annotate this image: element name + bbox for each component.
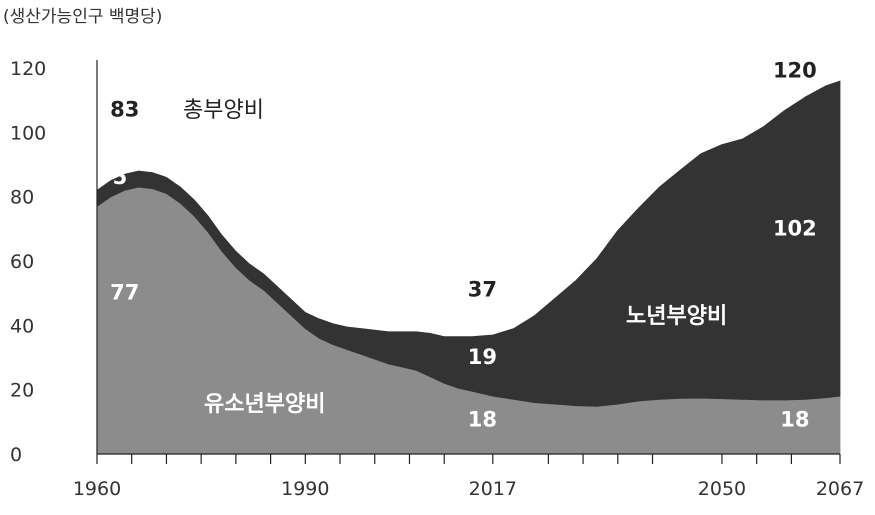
y-tick-label: 120 xyxy=(10,58,46,80)
y-axis: 0 20 40 60 80 100 120 xyxy=(10,58,98,466)
y-tick-label: 20 xyxy=(10,380,34,402)
area-series-1 xyxy=(96,80,841,407)
x-tick-label: 2050 xyxy=(698,478,746,500)
total-label: 총부양비 xyxy=(183,98,264,123)
youth-label: 유소년부양비 xyxy=(204,392,325,417)
data-label: 120 xyxy=(773,59,817,83)
unit-label: (생산가능인구 백명당) xyxy=(3,7,162,27)
data-label: 83 xyxy=(110,97,139,121)
data-label: 19 xyxy=(468,345,497,369)
x-tick-label: 1960 xyxy=(73,478,121,500)
data-label: 102 xyxy=(773,216,817,240)
data-labels: 83 5 77 37 19 18 120 102 18 xyxy=(110,59,817,432)
data-label: 37 xyxy=(468,277,497,301)
x-axis: 1960 1990 2017 2050 2067 xyxy=(73,453,864,500)
y-tick-label: 60 xyxy=(10,251,34,273)
data-label: 18 xyxy=(780,408,809,432)
y-tick-label: 100 xyxy=(10,122,46,144)
data-label: 77 xyxy=(110,281,139,305)
x-tick-label: 2017 xyxy=(469,478,517,500)
y-tick-label: 80 xyxy=(10,187,34,209)
data-label: 18 xyxy=(468,408,497,432)
x-tick-label: 1990 xyxy=(281,478,329,500)
series-labels: 총부양비 유소년부양비 노년부양비 xyxy=(183,98,727,417)
data-label: 5 xyxy=(113,165,128,189)
x-tick-label: 2067 xyxy=(816,478,864,500)
y-tick-label: 0 xyxy=(10,444,22,466)
y-tick-label: 40 xyxy=(10,315,34,337)
elderly-label: 노년부양비 xyxy=(626,304,727,329)
